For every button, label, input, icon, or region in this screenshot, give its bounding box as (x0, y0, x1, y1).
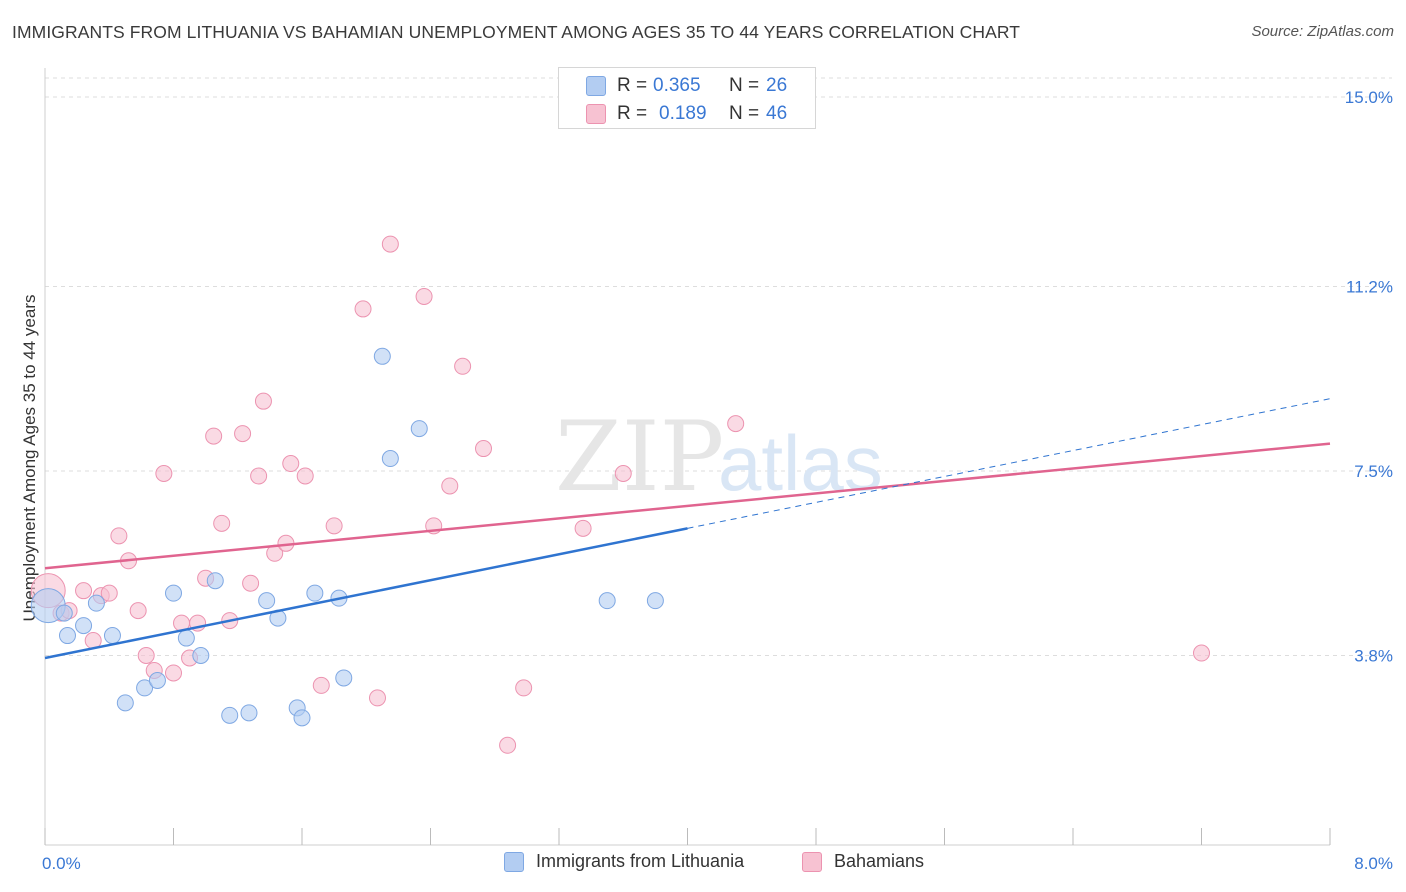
n-label: N = (729, 75, 760, 96)
watermark-zip: ZIP (555, 401, 724, 513)
bahamians-point (242, 574, 260, 592)
lithuania-point (381, 450, 399, 468)
n-value: 46 (766, 103, 788, 124)
lithuania-point (306, 584, 324, 602)
lithuania-trend-line (44, 527, 688, 660)
y-tick-label: 15.0% (1345, 88, 1393, 107)
r-label: R = (617, 103, 648, 124)
bahamians-point (296, 467, 314, 485)
bahamians-point (325, 517, 343, 535)
trend-lines (44, 398, 1331, 660)
tick-labels: 3.8% 7.5% 11.2% 15.0% 0.0% 8.0% (42, 88, 1393, 873)
bahamians-point (205, 427, 223, 445)
axes (44, 68, 1331, 846)
lithuania-point (240, 704, 258, 722)
bahamians-point (454, 357, 472, 375)
y-tick-label: 7.5% (1354, 462, 1393, 481)
y-tick-label: 3.8% (1354, 647, 1393, 666)
lithuania-point (373, 347, 391, 365)
x-tick-label: 0.0% (42, 854, 81, 873)
bahamians-point (250, 467, 268, 485)
lithuania-point (87, 594, 105, 612)
lithuania-point (221, 706, 239, 724)
lithuania-point (206, 572, 224, 590)
lithuania-point (177, 629, 195, 647)
legend-label-lithuania: Immigrants from Lithuania (536, 851, 745, 871)
bahamians-point (282, 455, 300, 473)
lithuania-point (192, 647, 210, 665)
lithuania-point (165, 584, 182, 602)
lithuania-point (410, 420, 428, 438)
lithuania-point (75, 617, 93, 635)
r-label: R = (617, 75, 648, 96)
legend-label-bahamians: Bahamians (834, 851, 925, 871)
bahamians-point (614, 464, 632, 482)
bahamians-point (574, 519, 592, 537)
legend-item-lithuania: Immigrants from Lithuania (504, 851, 744, 872)
lithuania-point (598, 592, 616, 610)
bahamians-point (234, 425, 252, 443)
bahamians-point (499, 736, 517, 754)
bahamians-trend-line (44, 442, 1331, 570)
lithuania-point (103, 627, 121, 645)
bahamians-point (100, 584, 118, 602)
chart-title: IMMIGRANTS FROM LITHUANIA VS BAHAMIAN UN… (12, 22, 1021, 42)
n-value: 26 (766, 75, 788, 96)
lithuania-points (30, 347, 664, 727)
lithuania-point (258, 592, 276, 610)
lithuania-point (58, 627, 76, 645)
lithuania-point (55, 604, 73, 622)
bahamians-point (441, 477, 459, 495)
gridlines (45, 77, 1392, 657)
bahamians-point (475, 440, 493, 458)
r-value: 0.189 (659, 103, 707, 124)
bahamians-point (129, 602, 147, 620)
legend-swatch-blue (504, 851, 524, 872)
x-tick-label: 8.0% (1354, 854, 1393, 873)
legend-swatch-pink (586, 104, 606, 124)
source-credit: Source: ZipAtlas.com (1251, 23, 1394, 40)
bahamians-point (1193, 644, 1210, 662)
y-tick-label: 11.2% (1346, 277, 1393, 296)
lithuania-point (646, 592, 664, 610)
bahamians-point (368, 689, 386, 707)
r-value: 0.365 (653, 75, 701, 96)
bahamians-point (137, 647, 155, 665)
bahamians-point (415, 287, 433, 305)
lithuania-point (335, 669, 353, 687)
bahamians-point (312, 676, 330, 694)
legend-item-bahamians: Bahamians (802, 851, 924, 872)
legend-swatch-pink (802, 851, 822, 872)
correlation-legend: R = 0.365 N = 26 R = 0.189 N = 46 (558, 67, 816, 129)
lithuania-point (148, 671, 166, 689)
bahamians-point (165, 664, 182, 682)
bahamians-point (381, 235, 399, 253)
n-label: N = (729, 103, 760, 124)
legend-swatch-blue (586, 76, 606, 96)
watermark: ZIP atlas (555, 401, 883, 513)
bahamians-point (155, 464, 173, 482)
lithuania-point (116, 694, 134, 712)
bahamians-point (515, 679, 533, 697)
bahamians-point (75, 582, 93, 600)
bahamians-point (254, 392, 272, 410)
bahamians-point (213, 514, 231, 532)
bahamians-point (727, 415, 745, 433)
bahamians-point (354, 300, 372, 318)
watermark-atlas: atlas (718, 419, 883, 507)
lithuania-point (136, 679, 154, 697)
lithuania-point (293, 709, 311, 727)
bahamians-point (110, 527, 128, 545)
